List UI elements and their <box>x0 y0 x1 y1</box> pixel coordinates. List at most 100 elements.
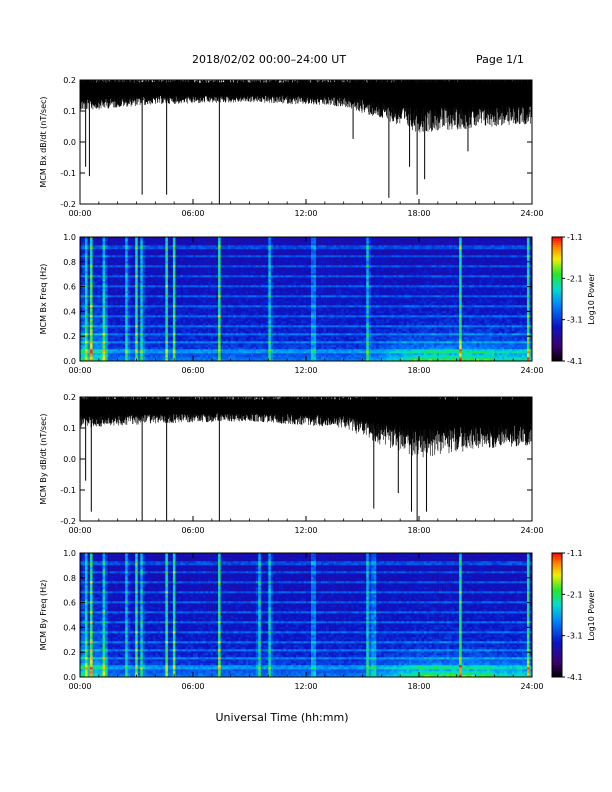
spectrogram-cell <box>82 243 86 246</box>
spectrogram-cell <box>180 321 184 324</box>
spectrogram-cell <box>120 311 123 314</box>
spectrogram-cell <box>95 345 98 348</box>
spectrogram-cell <box>263 245 267 248</box>
spectrogram-cell <box>195 255 199 258</box>
spectrogram-cell <box>122 267 126 270</box>
spectrogram-cell <box>82 327 86 330</box>
spectrogram-cell <box>218 261 221 264</box>
spectrogram-cell <box>142 279 146 282</box>
spectrogram-cell <box>235 341 239 344</box>
spectrogram-cell <box>127 275 131 278</box>
spectrogram-cell <box>250 261 254 264</box>
spectrogram-cell <box>112 343 116 346</box>
spectrogram-cell <box>137 297 141 300</box>
spectrogram-cell <box>190 301 194 304</box>
spectrogram-cell <box>122 337 126 340</box>
spectrogram-cell <box>97 321 101 324</box>
spectrogram-cell <box>177 255 181 258</box>
spectrogram-cell <box>238 335 242 338</box>
spectrogram-cell <box>185 357 189 360</box>
spectrogram-cell <box>180 343 184 346</box>
spectrogram-cell <box>208 283 211 286</box>
spectrogram-cell <box>250 317 254 320</box>
spectrogram-cell <box>125 337 129 340</box>
spectrogram-cell <box>203 351 206 354</box>
spectrogram-cell <box>250 265 254 268</box>
spectrogram-cell <box>85 303 88 306</box>
spectrogram-cell <box>87 355 91 358</box>
spectrogram-cell <box>175 333 179 336</box>
spectrogram-cell <box>195 293 199 296</box>
spectrogram-cell <box>170 343 174 346</box>
spectrogram-cell <box>187 281 191 284</box>
spectrogram-cell <box>100 321 103 324</box>
spectrogram-cell <box>100 287 103 290</box>
spectrogram-cell <box>230 243 234 246</box>
spectrogram-cell <box>172 299 176 302</box>
spectrogram-cell <box>248 297 252 300</box>
spectrogram-cell <box>182 277 186 280</box>
spectrogram-cell <box>230 337 234 340</box>
spectrogram-cell <box>127 339 131 342</box>
spectrogram-cell <box>90 303 93 306</box>
spectrogram-cell <box>177 263 181 266</box>
spectrogram-cell <box>255 281 259 284</box>
spectrogram-cell <box>218 243 221 246</box>
spectrogram-cell <box>268 297 272 300</box>
spectrogram-cell <box>238 359 242 362</box>
spectrogram-cell <box>150 283 154 286</box>
spectrogram-cell <box>92 329 96 332</box>
spectrogram-cell <box>105 313 108 316</box>
spectrogram-cell <box>80 263 83 266</box>
spectrogram-cell <box>250 299 254 302</box>
spectrogram-cell <box>225 249 229 252</box>
spectrogram-cell <box>185 337 189 340</box>
spectrogram-cell <box>220 255 224 258</box>
spectrogram-cell <box>175 303 179 306</box>
spectrogram-cell <box>235 255 239 258</box>
spectrogram-cell <box>225 283 229 286</box>
spectrogram-cell <box>187 337 191 340</box>
spectrogram-cell <box>177 331 181 334</box>
spectrogram-cell <box>162 319 166 322</box>
spectrogram-cell <box>213 299 216 302</box>
spectrogram-cell <box>140 309 144 312</box>
spectrogram-cell <box>230 245 234 248</box>
spectrogram-cell <box>100 277 103 280</box>
spectrogram-cell <box>170 311 174 314</box>
spectrogram-cell <box>177 321 181 324</box>
spectrogram-cell <box>157 347 161 350</box>
spectrogram-cell <box>208 265 211 268</box>
spectrogram-cell <box>198 305 201 308</box>
spectrogram-cell <box>110 241 113 244</box>
spectrogram-cell <box>185 239 189 242</box>
spectrogram-cell <box>182 237 186 240</box>
spectrogram-cell <box>167 271 171 274</box>
spectrogram-cell <box>135 303 139 306</box>
spectrogram-cell <box>115 269 118 272</box>
spectrogram-cell <box>240 351 244 354</box>
spectrogram-cell <box>265 289 269 292</box>
spectrogram-cell <box>233 335 236 338</box>
spectrogram-cell <box>258 253 262 256</box>
spectrogram-cell <box>218 305 221 308</box>
spectrogram-cell <box>208 261 211 264</box>
spectrogram-cell <box>205 315 209 318</box>
spectrogram-cell <box>140 317 144 320</box>
spectrogram-cell <box>92 267 96 270</box>
spectrogram-cell <box>127 357 131 360</box>
spectrogram-cell <box>162 343 166 346</box>
spectrogram-cell <box>160 353 164 356</box>
spectrogram-cell <box>260 243 264 246</box>
spectrogram-cell <box>195 305 199 308</box>
spectrogram-cell <box>208 313 211 316</box>
spectrogram-cell <box>135 297 139 300</box>
spectrogram-cell <box>248 301 252 304</box>
spectrogram-cell <box>140 289 144 292</box>
spectrogram-cell <box>112 299 116 302</box>
spectrogram-cell <box>278 319 282 322</box>
spectrogram-cell <box>205 313 209 316</box>
spectrogram-cell <box>245 341 249 344</box>
spectrogram-cell <box>162 305 166 308</box>
spectrogram-cell <box>263 321 267 324</box>
